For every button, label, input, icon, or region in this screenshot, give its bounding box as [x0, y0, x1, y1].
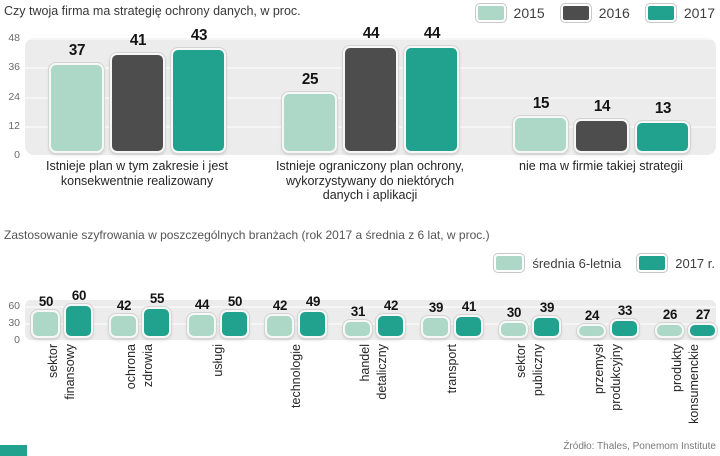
bar-value-label: 44: [423, 25, 440, 42]
bar: [343, 320, 372, 338]
legend-label-2016: 2016: [598, 5, 630, 21]
bar: [655, 323, 684, 338]
chart1-title: Czy twoja firma ma strategię ochrony dan…: [4, 4, 301, 18]
bar: [298, 310, 327, 338]
bar-value-label: 13: [654, 100, 671, 117]
bar-value-label: 24: [584, 307, 599, 323]
legend-item-avg: średnia 6-letnia: [494, 254, 621, 272]
category-label: ochrona zdrowia: [124, 344, 155, 390]
y-tick-label: 36: [8, 61, 20, 74]
bar: [688, 323, 717, 338]
y-tick-label: 0: [14, 149, 20, 161]
bar: [513, 116, 568, 153]
bar-value-label: 15: [532, 95, 549, 112]
category-label: przemysł produkcyjny: [592, 344, 623, 411]
source-credit: Źródło: Thales, Ponemom Institute: [563, 441, 716, 452]
bar: [110, 53, 165, 153]
bar-value-label: 50: [227, 293, 242, 309]
y-tick-label: 30: [8, 317, 20, 329]
bar: [610, 319, 639, 338]
legend-swatch-2017: [645, 4, 676, 22]
y-tick-label: 24: [8, 90, 20, 103]
bar: [343, 46, 398, 153]
y-tick-label: 0: [14, 334, 20, 346]
legend-swatch-2016: [560, 4, 591, 22]
bar: [577, 324, 606, 338]
bar-value-label: 27: [695, 306, 710, 322]
y-tick-label: 48: [8, 32, 20, 44]
gridline: [25, 306, 716, 308]
legend-item-2017: 2017: [645, 4, 715, 22]
bar-value-label: 31: [350, 303, 365, 319]
category-label: technologie: [288, 344, 303, 408]
y-tick-label: 60: [8, 300, 20, 312]
bar-value-label: 41: [129, 32, 146, 49]
legend-swatch-avg: [494, 254, 525, 272]
bar: [532, 316, 561, 338]
bar-value-label: 39: [539, 299, 554, 315]
gridline: [25, 38, 716, 40]
bar-value-label: 42: [116, 297, 131, 313]
bar-value-label: 14: [593, 98, 610, 115]
legend-label-2015: 2015: [513, 5, 545, 21]
bar-value-label: 42: [272, 297, 287, 313]
bar: [49, 63, 104, 153]
bar: [376, 314, 405, 338]
bar-value-label: 60: [71, 287, 86, 303]
chart2-legend: średnia 6-letnia 2017 r.: [494, 254, 715, 272]
category-label: Istnieje ograniczony plan ochrony, wykor…: [275, 159, 465, 202]
legend-item-2017r: 2017 r.: [637, 254, 715, 272]
bar: [404, 46, 459, 153]
bar-value-label: 26: [662, 306, 677, 322]
category-label: transport: [444, 344, 459, 394]
bar-value-label: 33: [617, 302, 632, 318]
bar: [635, 121, 690, 153]
bar: [64, 304, 93, 338]
bar: [454, 315, 483, 338]
bar-value-label: 25: [301, 71, 318, 88]
bar-value-label: 44: [194, 296, 209, 312]
legend-label-2017r: 2017 r.: [675, 255, 715, 271]
bar-value-label: 41: [461, 298, 476, 314]
bar: [31, 310, 60, 338]
category-label: Istnieje plan w tym zakresie i jest kons…: [45, 159, 228, 188]
bar-value-label: 55: [149, 290, 164, 306]
bar: [109, 314, 138, 338]
bar: [142, 307, 171, 338]
bar: [220, 310, 249, 338]
category-label: nie ma w firmie takiej strategii: [519, 159, 683, 173]
bar-value-label: 50: [38, 293, 53, 309]
category-label: handel detaliczny: [358, 344, 389, 400]
bar: [499, 321, 528, 338]
legend-label-avg: średnia 6-letnia: [532, 255, 622, 271]
bar-value-label: 49: [305, 293, 320, 309]
category-label: sektor finansowy: [46, 344, 77, 400]
legend-item-2016: 2016: [560, 4, 630, 22]
bar: [282, 92, 337, 153]
y-tick-label: 12: [8, 119, 20, 132]
bar-value-label: 44: [362, 25, 379, 42]
bar-value-label: 43: [190, 27, 207, 44]
bar: [421, 316, 450, 338]
bar-value-label: 37: [68, 42, 85, 59]
legend-swatch-2017r: [637, 254, 668, 272]
legend-label-2017: 2017: [683, 5, 715, 21]
legend-swatch-2015: [475, 4, 506, 22]
category-label: sektor publiczny: [514, 344, 545, 397]
bar-value-label: 42: [383, 297, 398, 313]
bar-value-label: 30: [506, 304, 521, 320]
category-label: produkty konsumenckie: [670, 344, 701, 424]
bar-value-label: 39: [428, 299, 443, 315]
legend-item-2015: 2015: [475, 4, 545, 22]
bar: [265, 314, 294, 338]
bar: [187, 313, 216, 338]
bar: [171, 48, 226, 153]
bar: [574, 119, 629, 153]
chart2-title: Zastosowanie szyfrowania w poszczególnyc…: [4, 228, 490, 242]
brand-mark: [0, 445, 27, 456]
category-label: usługi: [210, 344, 225, 377]
chart1-legend: 2015 2016 2017: [475, 4, 715, 22]
